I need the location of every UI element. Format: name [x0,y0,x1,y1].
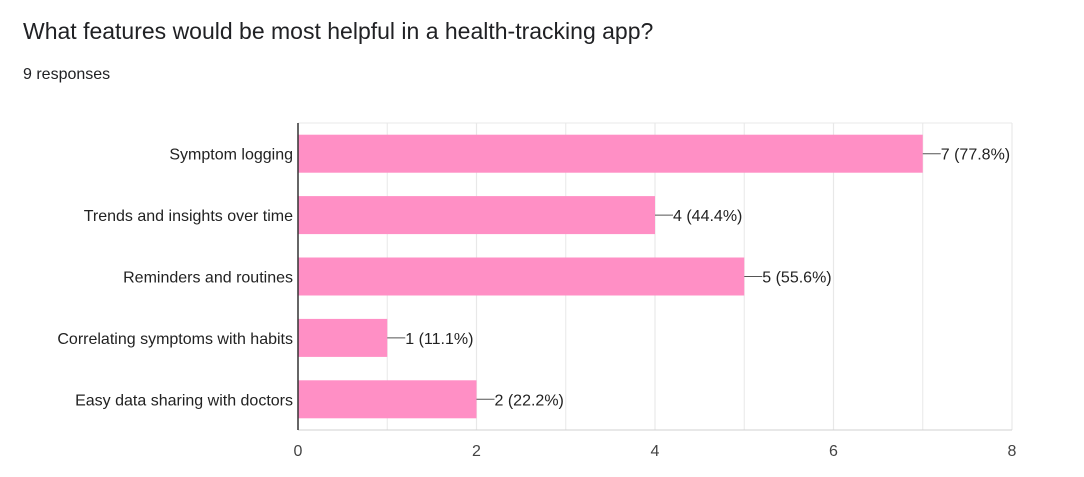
data-label: 5 (55.6%) [762,270,831,287]
category-label: Correlating symptoms with habits [57,331,293,348]
question-title: What features would be most helpful in a… [23,18,654,44]
data-label: 1 (11.1%) [405,331,473,348]
data-label: 7 (77.8%) [941,147,1010,164]
x-tick-label: 4 [651,443,660,460]
category-label: Symptom logging [169,147,293,164]
response-count: 9 responses [23,66,111,83]
data-label: 2 (22.2%) [495,392,564,409]
data-label: 4 (44.4%) [673,208,742,225]
x-tick-label: 8 [1008,443,1017,460]
bar [298,134,923,173]
x-tick-label: 2 [472,443,481,460]
x-tick-label: 6 [829,443,838,460]
category-label: Trends and insights over time [84,208,293,225]
x-tick-label: 0 [294,443,303,460]
bar [298,196,655,235]
bar [298,257,745,296]
bar [298,380,477,419]
category-label: Reminders and routines [123,270,293,287]
bar [298,318,388,357]
category-label: Easy data sharing with doctors [75,392,293,409]
